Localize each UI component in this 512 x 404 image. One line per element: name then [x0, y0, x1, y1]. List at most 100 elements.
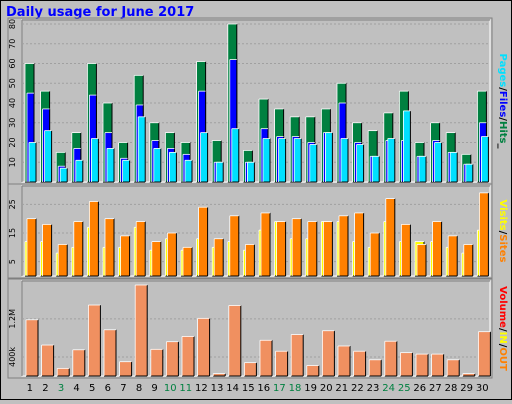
- volume-bar-24: [384, 341, 397, 376]
- x-tick-day-28: 28: [445, 383, 458, 394]
- visits-bar-3: [58, 244, 68, 276]
- visits-sites-ylabel-part-0: Visits: [497, 200, 508, 231]
- visits-bar-20: [323, 221, 333, 276]
- volume-bar-14: [228, 305, 241, 376]
- x-tick-day-24: 24: [382, 383, 395, 394]
- visits-bar-5: [89, 201, 99, 276]
- pages-bar-19: [309, 144, 317, 182]
- volume-bar-2: [41, 345, 54, 376]
- pages-bar-9: [153, 148, 161, 182]
- x-tick-day-22: 22: [351, 383, 364, 394]
- volume-ytick-0: 400k: [8, 347, 17, 367]
- x-tick-day-14: 14: [226, 383, 239, 394]
- volume-bar-10: [166, 341, 179, 376]
- visits-bar-15: [245, 244, 255, 276]
- pages-files-hits-ytick-5: 60: [8, 58, 17, 68]
- visits-bar-16: [261, 212, 270, 276]
- visits-bar-24: [385, 198, 395, 276]
- visits-sites-panel-frame: [7, 183, 493, 279]
- x-tick-day-6: 6: [105, 383, 111, 394]
- visits-bar-9: [151, 241, 161, 276]
- visits-bar-11: [183, 247, 192, 276]
- pages-bar-14: [231, 128, 239, 182]
- volume-panel-frame: [7, 278, 493, 379]
- volume-bar-20: [322, 330, 335, 376]
- visits-bar-21: [339, 215, 348, 276]
- visits-sites-plot-area: [21, 185, 491, 277]
- pages-bar-21: [341, 138, 348, 182]
- pages-bar-30: [481, 136, 489, 182]
- visits-bar-30: [479, 192, 489, 276]
- visits-bar-17: [276, 221, 286, 276]
- volume-bar-3: [57, 368, 70, 376]
- pages-bar-16: [263, 138, 270, 182]
- pages-bar-29: [465, 164, 473, 182]
- x-tick-day-12: 12: [195, 383, 208, 394]
- visits-bar-1: [27, 218, 36, 276]
- x-tick-day-20: 20: [320, 383, 333, 394]
- x-tick-day-4: 4: [73, 383, 79, 394]
- pages-bar-22: [356, 144, 364, 182]
- pages-bar-20: [325, 132, 333, 182]
- pages-files-hits-ytick-1: 20: [8, 137, 17, 147]
- x-tick-day-7: 7: [120, 383, 126, 394]
- pages-files-hits-ylabel-part-4: Hits: [497, 121, 508, 144]
- pages-bar-1: [29, 142, 36, 182]
- pages-bar-17: [278, 138, 286, 182]
- visits-bar-8: [136, 221, 146, 276]
- x-tick-day-17: 17: [273, 383, 286, 394]
- pages-bar-25: [403, 110, 411, 182]
- pages-bar-10: [169, 152, 177, 182]
- visits-bar-25: [401, 224, 411, 276]
- pages-files-hits-ytick-0: 10: [8, 157, 17, 167]
- volume-bar-28: [447, 359, 460, 376]
- volume-bar-17: [275, 351, 288, 376]
- pages-bar-11: [185, 160, 192, 182]
- volume-bar-8: [135, 285, 148, 376]
- visits-bar-13: [214, 238, 224, 276]
- pages-files-hits-ylabel: Pages/Files/Hits_: [497, 54, 508, 149]
- volume-bar-19: [306, 365, 319, 376]
- x-tick-day-21: 21: [335, 383, 348, 394]
- chart-title: Daily usage for June 2017: [6, 5, 194, 20]
- visits-sites-ylabel-part-1: /: [497, 231, 508, 235]
- pages-files-hits-ylabel-part-0: Pages: [497, 54, 508, 88]
- volume-bar-22: [353, 351, 366, 376]
- x-tick-day-16: 16: [257, 383, 270, 394]
- visits-bar-28: [448, 235, 458, 276]
- x-tick-day-27: 27: [429, 383, 442, 394]
- visits-sites-ytick-0: 5: [8, 259, 17, 264]
- volume-ylabel-part-3: /: [497, 344, 508, 348]
- pages-bar-24: [387, 138, 395, 182]
- volume-ylabel-part-4: OUT: [497, 347, 508, 371]
- visits-bar-2: [42, 224, 52, 276]
- volume-bar-15: [244, 362, 257, 376]
- pages-bar-23: [372, 156, 380, 182]
- x-tick-day-29: 29: [460, 383, 473, 394]
- pages-files-hits-plot-area: [21, 19, 491, 183]
- files-bar-14: [229, 59, 237, 182]
- x-tick-day-18: 18: [289, 383, 302, 394]
- x-tick-day-10: 10: [164, 383, 177, 394]
- volume-bar-18: [291, 334, 304, 376]
- pages-bar-4: [75, 160, 83, 182]
- pages-files-hits-ytick-6: 70: [8, 39, 17, 49]
- pages-bar-8: [138, 116, 146, 182]
- x-tick-day-1: 1: [27, 383, 33, 394]
- volume-bar-25: [400, 352, 413, 376]
- volume-bar-29: [462, 373, 475, 376]
- visits-sites-ylabel-part-2: Sites: [497, 234, 508, 262]
- visits-bar-23: [370, 233, 380, 276]
- volume-ylabel-part-2: IN: [497, 332, 508, 344]
- visits-sites-ytick-2: 25: [8, 199, 17, 209]
- pages-bar-12: [200, 132, 208, 182]
- volume-bar-30: [478, 331, 491, 376]
- pages-bar-15: [247, 162, 255, 182]
- volume-bar-27: [431, 354, 444, 376]
- x-tick-day-26: 26: [413, 383, 426, 394]
- pages-files-hits-ytick-2: 30: [8, 118, 17, 128]
- visits-bar-14: [229, 215, 239, 276]
- pages-bar-27: [434, 142, 442, 182]
